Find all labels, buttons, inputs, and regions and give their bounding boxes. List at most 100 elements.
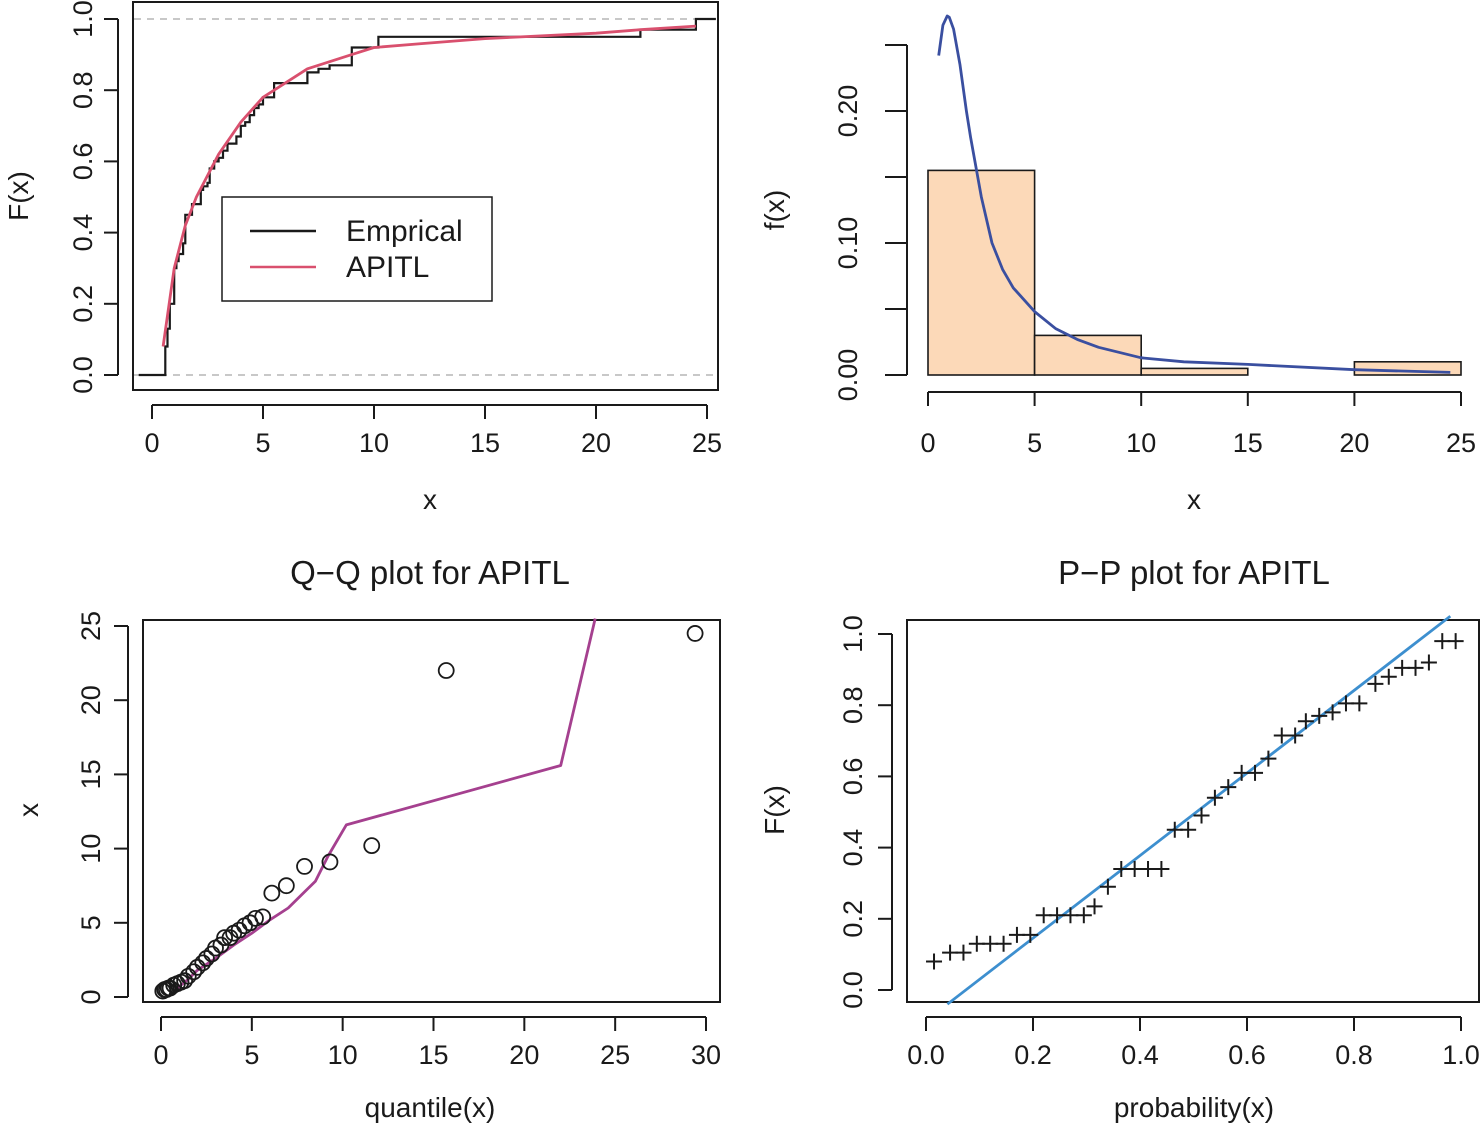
pp-point <box>1297 713 1314 730</box>
y-tick-label: 1.0 <box>838 615 868 653</box>
pp-point <box>1420 654 1437 671</box>
pp-point <box>1367 675 1384 692</box>
y-tick-label: 0.10 <box>833 217 863 270</box>
pp-point <box>1260 750 1277 767</box>
pp-point <box>1273 727 1290 744</box>
pp-point <box>1380 668 1397 685</box>
cdf-dashed-lines <box>134 18 717 376</box>
qq-point <box>247 909 264 927</box>
x-tick-label: 25 <box>692 428 722 458</box>
pp-point <box>1166 821 1183 838</box>
pp-point <box>1153 860 1170 877</box>
x-tick-label: 1.0 <box>1442 1040 1480 1070</box>
cdf-legend: Emprical APITL <box>221 196 493 302</box>
qq-title: Q−Q plot for APITL <box>290 554 570 591</box>
qq-point <box>185 963 203 981</box>
x-tick-label: 0 <box>144 428 159 458</box>
cdf-empirical-step-line <box>138 17 716 377</box>
cdf-y-axis: 0.0 0.2 0.4 0.6 0.8 1.0 <box>68 0 119 394</box>
qq-point <box>686 625 704 642</box>
qq-points <box>154 625 704 1000</box>
pp-point <box>1049 907 1066 924</box>
cdf-x-label: x <box>423 484 437 515</box>
qq-point <box>176 972 194 990</box>
qq-x-label: quantile(x) <box>365 1092 496 1123</box>
x-tick-label: 15 <box>418 1040 448 1070</box>
hist-density-line <box>937 14 1451 374</box>
cdf-plot-box <box>132 1 719 391</box>
pp-point <box>1075 907 1092 924</box>
pp-point <box>1324 704 1341 721</box>
y-tick-label: 10 <box>76 834 106 864</box>
pp-point <box>1180 821 1197 838</box>
y-tick-label: 0.0 <box>68 356 98 394</box>
pp-title: P−P plot for APITL <box>1058 554 1330 591</box>
cdf-apitl-line <box>161 24 696 347</box>
pp-point <box>1206 789 1223 806</box>
pp-point <box>955 944 972 961</box>
qq-point <box>296 858 313 875</box>
qq-point <box>363 837 381 855</box>
pp-point <box>1434 633 1451 650</box>
qq-plot-box <box>142 619 721 1003</box>
cdf-legend-label-emprical: Emprical <box>346 215 463 248</box>
y-tick-label: 0.4 <box>68 214 98 252</box>
x-tick-label: 0.6 <box>1228 1040 1266 1070</box>
x-tick-label: 10 <box>359 428 389 458</box>
cdf-legend-box <box>221 196 493 302</box>
qq-point <box>179 967 197 985</box>
pp-point <box>968 935 985 952</box>
cdf-x-axis: 0 5 10 15 20 25 <box>144 404 722 458</box>
y-tick-label: 0.6 <box>838 758 868 796</box>
qq-point <box>263 884 281 902</box>
x-tick-label: 10 <box>1126 428 1156 458</box>
y-tick-label: 0.2 <box>838 900 868 938</box>
y-tick-label: 0.6 <box>68 143 98 181</box>
hist-x-label: x <box>1187 484 1201 515</box>
hist-bar <box>927 169 1036 376</box>
pp-point <box>1407 659 1424 676</box>
y-tick-label: 0.2 <box>68 285 98 323</box>
cdf-series <box>138 17 716 377</box>
y-tick-label: 0.00 <box>833 349 863 402</box>
x-tick-label: 25 <box>600 1040 630 1070</box>
y-tick-label: 0.0 <box>838 971 868 1009</box>
qq-point <box>216 929 233 947</box>
hist-bar <box>1140 367 1249 376</box>
pp-point <box>1337 695 1354 712</box>
y-tick-label: 0 <box>76 989 106 1004</box>
x-tick-label: 0.8 <box>1335 1040 1373 1070</box>
x-tick-label: 5 <box>244 1040 259 1070</box>
y-tick-label: 1.0 <box>68 0 98 38</box>
y-tick-label: 20 <box>76 685 106 715</box>
y-tick-label: 25 <box>76 611 106 641</box>
qq-point <box>437 662 455 679</box>
x-tick-label: 5 <box>1027 428 1042 458</box>
panel-histogram: 0 5 10 15 20 25 0.00 0.10 0.20 x f(x) <box>759 14 1476 515</box>
cdf-y-label: F(x) <box>3 171 34 221</box>
pp-point <box>1394 659 1411 676</box>
pp-point <box>1062 907 1079 924</box>
x-tick-label: 20 <box>581 428 611 458</box>
pp-point <box>1099 878 1116 895</box>
pp-point <box>1447 633 1464 650</box>
hist-y-label: f(x) <box>759 190 790 230</box>
panel-pp: 0.0 0.2 0.4 0.6 0.8 1.0 0.0 0.2 0.4 0.6 0.8 1.0 P−… <box>759 554 1480 1123</box>
x-tick-label: 0 <box>920 428 935 458</box>
pp-point <box>1233 764 1250 781</box>
y-tick-label: 0.8 <box>838 686 868 724</box>
y-tick-label: 15 <box>76 759 106 789</box>
pp-point <box>1113 860 1130 877</box>
qq-point <box>321 853 339 871</box>
y-tick-label: 0.8 <box>68 71 98 109</box>
x-tick-label: 30 <box>691 1040 721 1070</box>
hist-y-axis: 0.00 0.10 0.20 <box>833 44 908 402</box>
panel-cdf: 0 5 10 15 20 25 0.0 0.2 0.4 0.6 0.8 1.0 x F(x) Emp… <box>3 0 722 515</box>
pp-point <box>1287 727 1304 744</box>
qq-point <box>254 908 272 926</box>
qq-point <box>194 954 212 972</box>
pp-point <box>1126 860 1143 877</box>
pp-y-axis: 0.0 0.2 0.4 0.6 0.8 1.0 <box>838 615 893 1009</box>
pp-point <box>995 935 1012 952</box>
